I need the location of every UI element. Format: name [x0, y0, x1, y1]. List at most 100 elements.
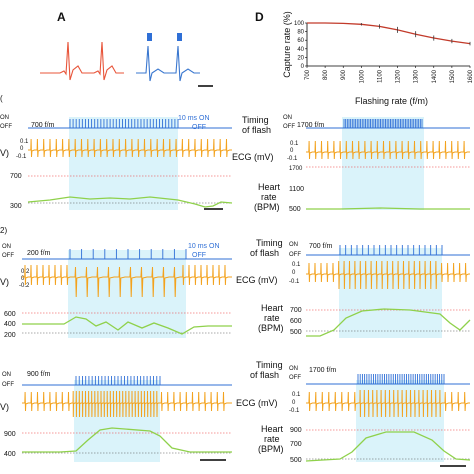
ecg-tick-top: 0.1 [292, 392, 301, 398]
flash-rate-label: 700 f/m [309, 243, 333, 250]
capture-rate-chart: 0 20 40 60 80 100 700 800 900 1000 1100 1200 1300 140… [282, 11, 474, 106]
on-label: ON [289, 242, 298, 248]
panel-a-label: A [57, 10, 66, 24]
flash-timing-train [28, 119, 232, 129]
flash-timing-train [306, 374, 470, 385]
x-tick-label: 1300 [414, 69, 420, 83]
off-label: OFF [2, 382, 14, 388]
on-label: ON [283, 115, 292, 121]
ecg-trace-paced [136, 45, 200, 82]
hr-tick-bottom: 300 [10, 203, 22, 210]
y-tick-label: 0 [301, 64, 305, 70]
flash-window-shading [342, 117, 424, 210]
ecg-trace-control [40, 41, 124, 81]
flash-window-shading [356, 380, 444, 462]
x-tick-label: 1500 [450, 69, 456, 83]
hr-tick-mid: 400 [4, 321, 16, 328]
off-label: OFF [0, 124, 12, 130]
x-tick-label: 1000 [359, 69, 365, 83]
x-tick-label: 900 [341, 69, 347, 80]
panel-b-prefix: ( [0, 94, 3, 103]
flash-window-shading [69, 117, 178, 210]
hr-tick-mid: 600 [290, 318, 302, 325]
ecg-tick-bottom: -0.1 [16, 154, 27, 160]
ecg-axis-label: V) [0, 277, 9, 287]
heart-rate-trace [22, 316, 232, 335]
pulse-width-label: 10 ms ON [188, 243, 220, 250]
hr-tick-top: 700 [10, 173, 22, 180]
hr-axis-label: Heart [261, 424, 284, 434]
hr-axis-label: Heart [261, 303, 284, 313]
hr-tick-bottom: 500 [290, 329, 302, 336]
ecg-trace [28, 138, 232, 158]
x-tick-label: 700 [305, 69, 311, 80]
timing-label: Timing [256, 238, 283, 248]
ecg-trace [306, 140, 470, 160]
off-label: OFF [289, 252, 301, 258]
hr-tick-bottom: 500 [290, 457, 302, 464]
on-label: ON [2, 244, 11, 250]
hr-axis-label-2: rate [264, 313, 280, 323]
ecg-tick-bottom: -0.1 [289, 279, 300, 285]
flash-window-shading [68, 250, 186, 338]
ecg-trace [306, 260, 470, 290]
x-tick-label: 800 [323, 69, 329, 80]
y-axis-label: Capture rate (%) [282, 11, 292, 78]
ecg-tick-zero: 0 [20, 146, 24, 152]
flash-timing-train [22, 376, 232, 386]
x-tick-label: 1100 [377, 69, 383, 83]
flash-pulse-marker [177, 33, 182, 41]
heart-rate-trace [306, 207, 470, 210]
timing-label-2: of flash [250, 370, 279, 380]
heart-rate-trace [306, 308, 471, 337]
flash-timing-train [22, 249, 232, 260]
ecg-axis-label: ECG (mV) [232, 152, 274, 162]
hr-tick-top: 900 [290, 427, 302, 434]
off-label: OFF [283, 124, 295, 130]
hr-axis-label-2: rate [261, 192, 277, 202]
timing-label-2: of flash [250, 248, 279, 258]
hr-tick-mid: 1100 [289, 186, 304, 193]
off-label: OFF [2, 253, 14, 259]
pulse-width-label: 10 ms ON [178, 115, 210, 122]
ecg-tick-zero: 0 [290, 148, 294, 154]
ecg-trace [306, 389, 470, 418]
on-label: ON [289, 366, 298, 372]
pulse-off-label: OFF [192, 252, 206, 259]
heart-rate-trace [27, 196, 233, 208]
y-tick-label: 40 [297, 47, 304, 53]
y-tick-label: 100 [294, 21, 305, 27]
timing-label-2: of flash [242, 125, 271, 135]
ecg-tick-bottom: -0.1 [287, 156, 298, 162]
y-tick-label: 60 [297, 38, 304, 44]
panel-d-label: D [255, 10, 264, 24]
flash-pulse-marker [147, 33, 152, 41]
y-tick-label: 80 [297, 30, 304, 36]
ecg-axis-label: V) [0, 402, 9, 412]
ecg-tick-top: 0.1 [292, 262, 301, 268]
hr-tick-bottom: 400 [4, 451, 16, 458]
panel-c-prefix: 2) [0, 226, 7, 235]
flash-rate-label: 700 f/m [31, 122, 55, 129]
x-tick-label: 1600 [468, 69, 474, 83]
ecg-axis-label: V) [0, 148, 9, 158]
capture-rate-line [307, 22, 471, 45]
hr-tick-top: 1700 [289, 166, 303, 172]
flash-rate-label: 1700 f/m [297, 122, 324, 129]
hr-tick-top: 900 [4, 431, 16, 438]
hr-axis-label-3: (BPM) [258, 444, 284, 454]
flash-rate-label: 200 f/m [27, 250, 51, 257]
hr-axis-label-3: (BPM) [258, 323, 284, 333]
ecg-tick-top: 0.1 [20, 139, 29, 145]
ecg-tick-top: 0.1 [290, 141, 299, 147]
ecg-tick-bottom: -0.1 [289, 408, 300, 414]
hr-axis-label-2: rate [264, 434, 280, 444]
y-tick-label: 20 [297, 55, 304, 61]
on-label: ON [0, 115, 9, 121]
x-axis-label: Flashing rate (f/m) [355, 96, 428, 106]
hr-axis-label-3: (BPM) [254, 202, 280, 212]
ecg-tick-zero: 0 [292, 270, 296, 276]
flash-rate-label: 900 f/m [27, 371, 51, 378]
timing-label: Timing [256, 360, 283, 370]
